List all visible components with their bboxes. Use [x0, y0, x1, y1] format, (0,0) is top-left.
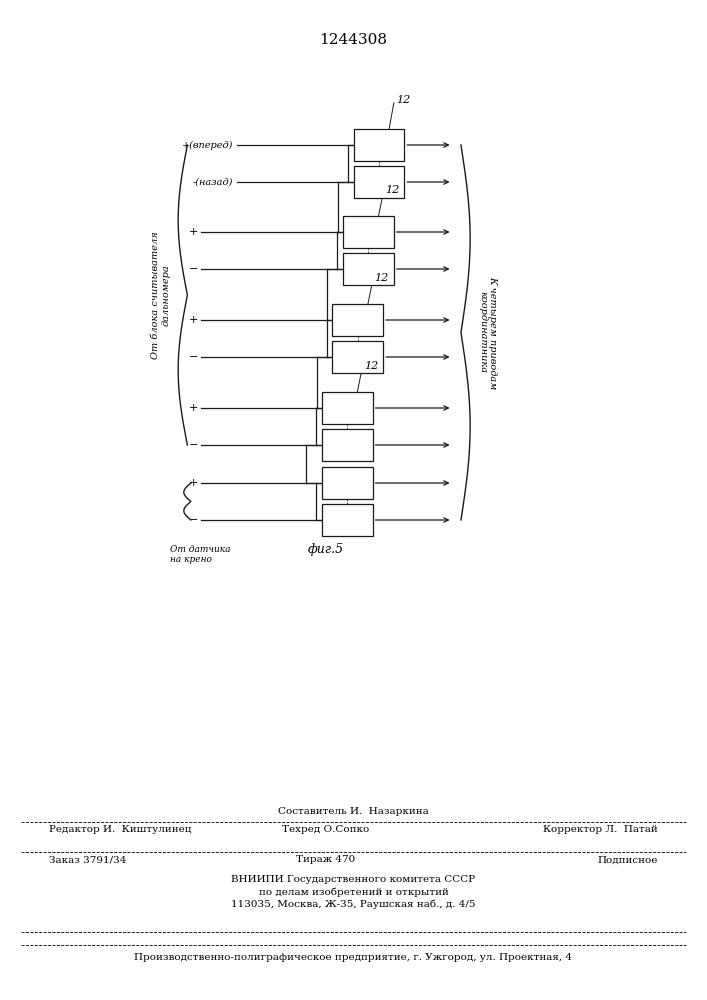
Bar [322, 429, 373, 461]
Text: +: + [189, 403, 198, 413]
Bar [354, 166, 404, 198]
Text: Редактор И.  Киштулинец: Редактор И. Киштулинец [49, 826, 192, 834]
Text: 12: 12 [364, 361, 378, 371]
Text: 1244308: 1244308 [320, 33, 387, 47]
Bar [322, 392, 373, 424]
Bar [343, 253, 394, 285]
Text: +: + [189, 227, 198, 237]
Text: 113035, Москва, Ж-35, Раушская наб., д. 4/5: 113035, Москва, Ж-35, Раушская наб., д. … [231, 899, 476, 909]
Text: +: + [189, 478, 198, 488]
Bar [343, 216, 394, 248]
Text: Тираж 470: Тираж 470 [296, 856, 355, 864]
Text: −: − [189, 515, 198, 525]
Text: −: − [189, 440, 198, 450]
Text: 12: 12 [385, 185, 399, 195]
Text: Производственно-полиграфическое предприятие, г. Ужгород, ул. Проектная, 4: Производственно-полиграфическое предприя… [134, 952, 573, 962]
Text: 12: 12 [375, 273, 389, 283]
Text: −: − [189, 264, 198, 274]
Text: -(назад): -(назад) [193, 178, 233, 186]
Text: Составитель И.  Назаркина: Составитель И. Назаркина [278, 808, 429, 816]
Text: Корректор Л.  Патай: Корректор Л. Патай [543, 826, 658, 834]
Text: +: + [189, 315, 198, 325]
Text: ВНИИПИ Государственного комитета СССР: ВНИИПИ Государственного комитета СССР [231, 876, 476, 884]
Text: Заказ 3791/34: Заказ 3791/34 [49, 856, 127, 864]
Bar [322, 504, 373, 536]
Text: От блока считывателя
дальномера: От блока считывателя дальномера [151, 231, 170, 359]
Text: +(вперед): +(вперед) [182, 140, 233, 150]
Text: фиг.5: фиг.5 [307, 544, 344, 556]
Bar [322, 467, 373, 499]
Bar [332, 341, 383, 373]
Text: От датчика
на крено: От датчика на крено [170, 545, 230, 564]
Text: по делам изобретений и открытий: по делам изобретений и открытий [259, 887, 448, 897]
Text: 12: 12 [396, 95, 410, 105]
Text: К четырем приводам
координатника: К четырем приводам координатника [478, 276, 498, 389]
Text: −: − [189, 352, 198, 362]
Text: Подписное: Подписное [597, 856, 658, 864]
Bar [354, 129, 404, 161]
Bar [332, 304, 383, 336]
Text: Техред О.Сопко: Техред О.Сопко [281, 826, 369, 834]
